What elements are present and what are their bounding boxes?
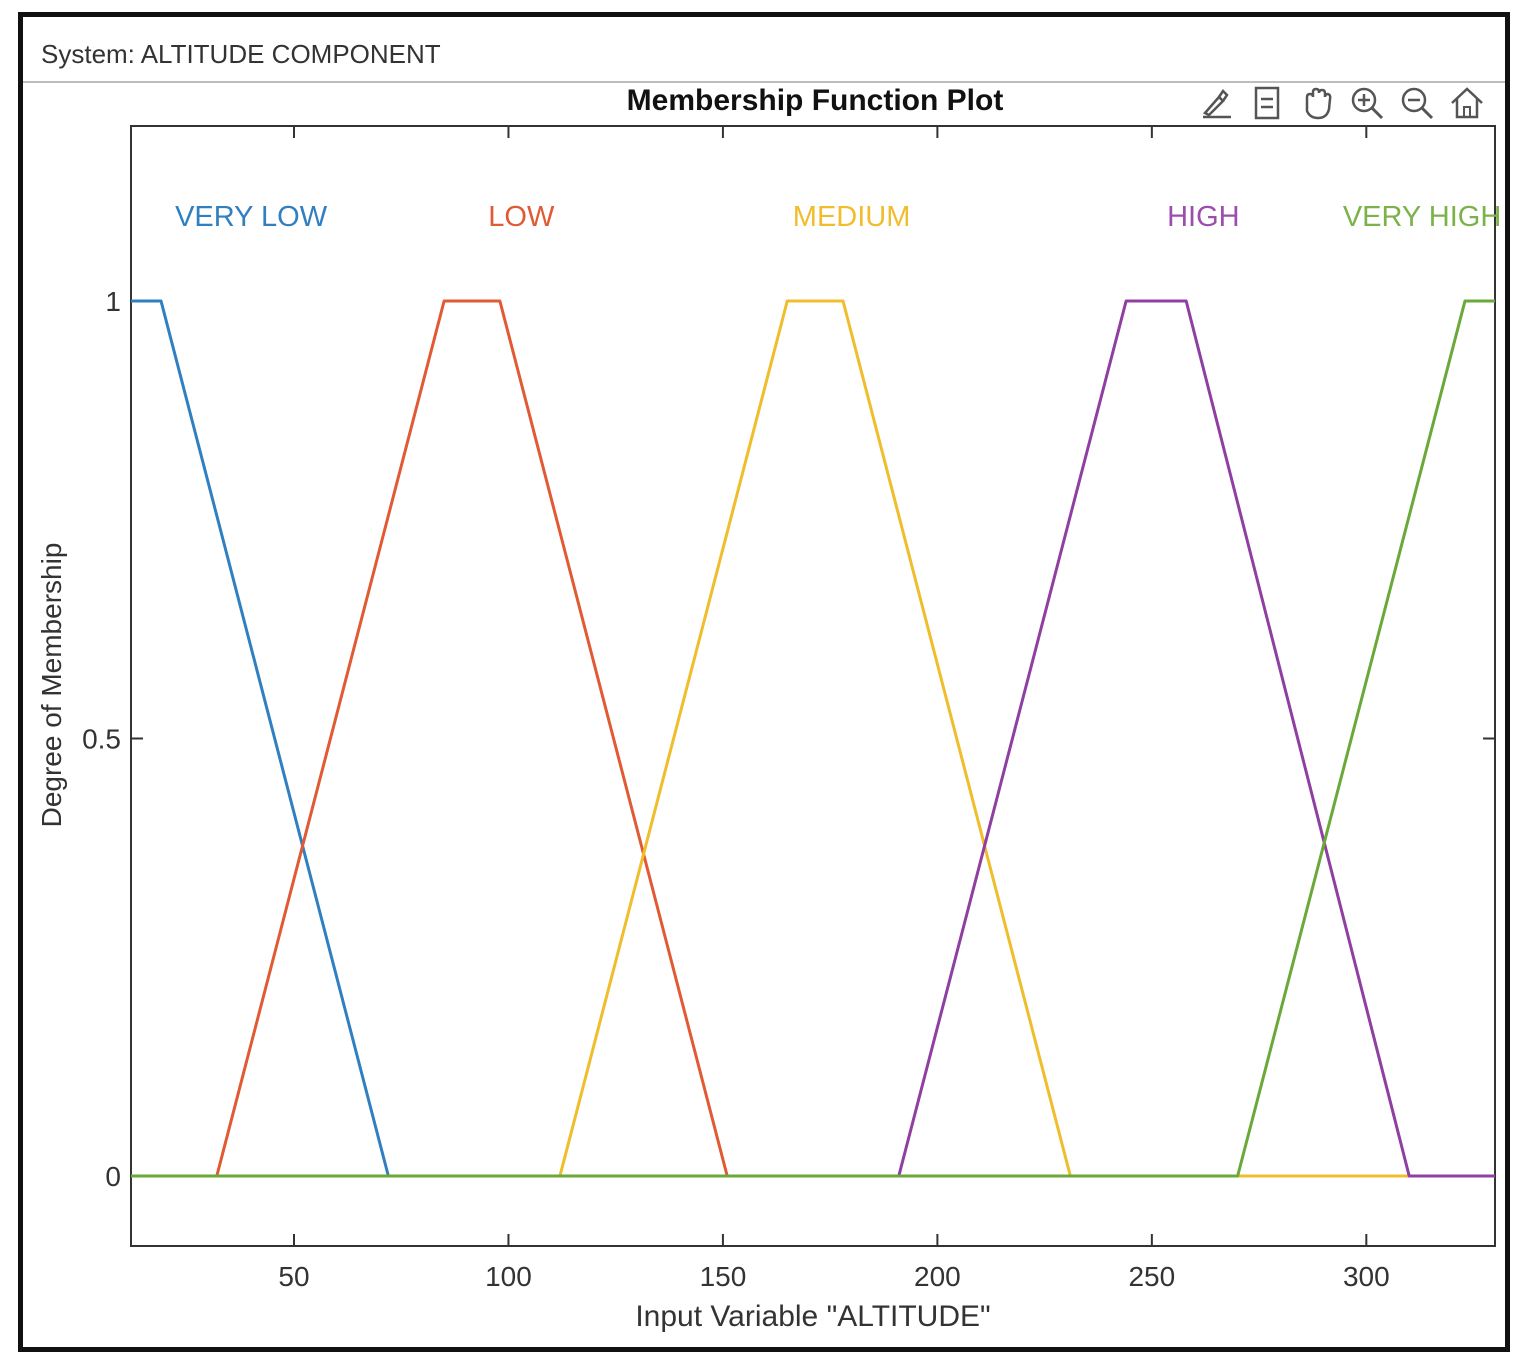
- system-label: System: ALTITUDE COMPONENT: [41, 39, 441, 69]
- x-tick-label: 250: [1128, 1261, 1175, 1292]
- zoom-out-icon[interactable]: [1396, 80, 1438, 126]
- x-tick-label: 100: [485, 1261, 532, 1292]
- series-line-low: [131, 299, 1495, 1178]
- y-tick-label: 1: [105, 286, 121, 317]
- pan-hand-icon[interactable]: [1296, 80, 1338, 126]
- series-line-very-high: [131, 299, 1495, 1178]
- axes-toolbar: [1196, 80, 1488, 126]
- x-tick-label: 50: [278, 1261, 309, 1292]
- home-icon[interactable]: [1446, 80, 1488, 126]
- series-label-very-high: VERY HIGH: [1343, 201, 1501, 233]
- y-tick-label: 0.5: [82, 724, 121, 755]
- series-line-medium: [131, 299, 1495, 1178]
- brush-icon[interactable]: [1196, 80, 1238, 126]
- figure-window: System: ALTITUDE COMPONENT: [18, 12, 1510, 1352]
- x-tick-label: 300: [1343, 1261, 1390, 1292]
- y-axis-label: Degree of Membership: [36, 542, 67, 828]
- data-tip-icon[interactable]: [1246, 80, 1288, 126]
- series-label-medium: MEDIUM: [793, 201, 911, 233]
- axes-box: [130, 125, 1496, 1247]
- chart-title: Membership Function Plot: [626, 84, 1004, 117]
- x-tick-label: 150: [700, 1261, 747, 1292]
- zoom-in-icon[interactable]: [1346, 80, 1388, 126]
- series-label-high: HIGH: [1167, 201, 1240, 233]
- series-line-high: [131, 299, 1495, 1178]
- y-tick-label: 0: [105, 1161, 121, 1192]
- x-tick-label: 200: [914, 1261, 961, 1292]
- system-bar: System: ALTITUDE COMPONENT: [23, 17, 1505, 83]
- series-line-very-low: [131, 299, 1495, 1178]
- series-label-low: LOW: [488, 201, 555, 233]
- x-axis-label: Input Variable "ALTITUDE": [635, 1300, 991, 1333]
- series-label-very-low: VERY LOW: [175, 201, 328, 233]
